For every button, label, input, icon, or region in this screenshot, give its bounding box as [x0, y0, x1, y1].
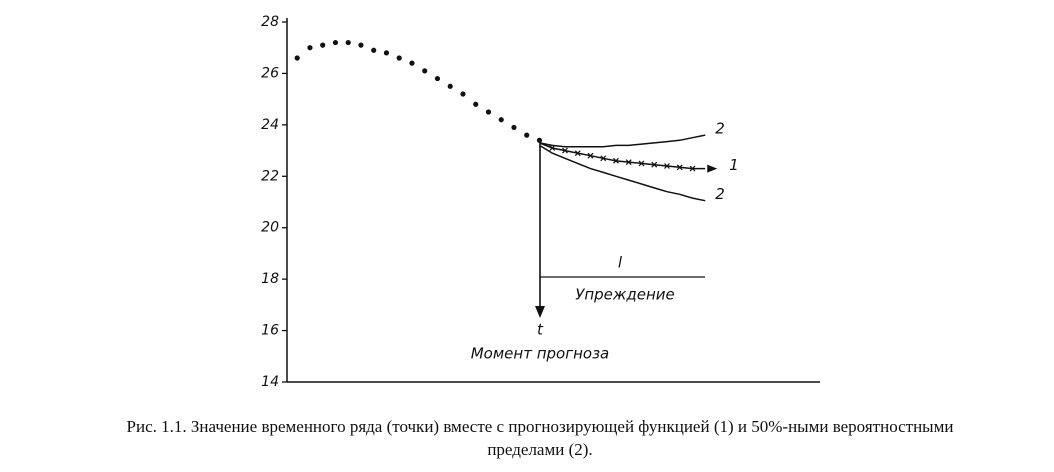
caption-line: пределами (2). [487, 440, 592, 459]
forecast-moment-arrow [535, 306, 545, 318]
data-point [383, 50, 390, 56]
forecast-cross [638, 160, 645, 167]
forecast-line [539, 142, 706, 170]
data-point [422, 68, 428, 74]
caption-line: Рис. 1.1. Значение временного ряда (точк… [127, 417, 954, 436]
data-point [511, 124, 517, 131]
lead-symbol: l [618, 254, 623, 272]
data-point [320, 42, 326, 48]
data-point [396, 55, 402, 61]
limit-line [539, 144, 706, 202]
y-tick-label: 22 [261, 168, 279, 184]
data-point [358, 42, 364, 48]
forecast-cross [625, 159, 632, 166]
y-tick-label: 14 [261, 374, 279, 390]
forecast-cross [562, 147, 568, 154]
data-point [434, 75, 441, 82]
forecast-cross [676, 164, 683, 171]
y-tick-label: 18 [261, 271, 279, 287]
data-point [294, 55, 300, 61]
forecast-cross [574, 150, 581, 157]
data-point [371, 47, 377, 53]
series-label: 2 [715, 185, 725, 203]
data-point [409, 60, 415, 66]
data-point [345, 39, 351, 46]
data-point [536, 137, 543, 143]
data-point [447, 83, 453, 89]
series-label: 1 [729, 156, 739, 174]
data-point [307, 45, 313, 51]
series-label: 2 [715, 120, 725, 138]
lead-label: Упреждение [575, 286, 675, 304]
time-symbol: t [537, 321, 544, 339]
y-tick-label: 16 [261, 323, 279, 339]
forecast-arrow [707, 164, 718, 173]
y-tick-label: 28 [261, 14, 279, 30]
data-point [498, 117, 504, 123]
forecast-cross [587, 152, 594, 159]
forecast-moment-label: Момент прогноза [471, 345, 610, 363]
forecast-cross [613, 157, 619, 164]
y-tick-label: 20 [261, 220, 279, 236]
y-tick-label: 26 [261, 65, 279, 81]
y-tick-label: 24 [261, 117, 279, 133]
forecast-cross [600, 155, 607, 162]
limit-line [539, 134, 706, 148]
data-point [524, 132, 530, 138]
data-point [485, 109, 492, 115]
data-point [460, 91, 466, 97]
data-point [332, 39, 339, 46]
data-point [473, 101, 479, 107]
forecast-cross [689, 165, 696, 172]
forecast-cross [651, 161, 658, 168]
forecast-cross [664, 163, 670, 169]
forecast-cross [549, 145, 556, 151]
